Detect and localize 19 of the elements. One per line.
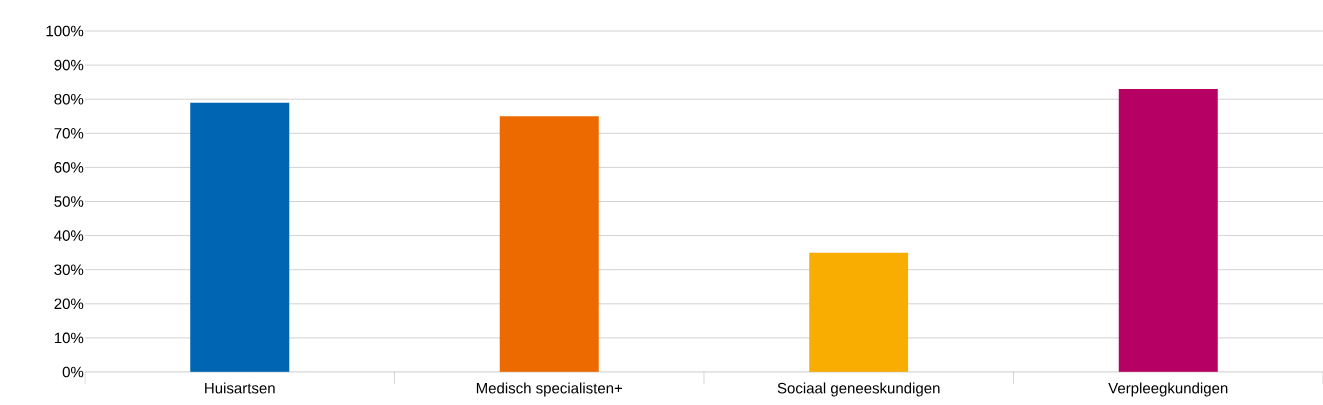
y-tick-label: 100% (46, 25, 84, 37)
x-tick-label: Huisartsen (205, 382, 275, 394)
bar (190, 102, 290, 372)
y-tick-label: 80% (54, 93, 84, 105)
bar (1118, 88, 1218, 372)
y-tick-label: 70% (54, 127, 84, 139)
bar (809, 252, 909, 372)
y-tick-label: 60% (54, 162, 84, 173)
y-tick-label: 90% (54, 59, 84, 71)
x-tick-label: Verpleegkundigen (1108, 382, 1228, 397)
y-tick-label: 10% (54, 332, 84, 344)
x-tick-label: Medisch specialisten+ (476, 382, 623, 397)
y-tick-label: 30% (54, 264, 84, 275)
y-tick-label: 40% (54, 230, 84, 241)
x-tick-label: Sociaal geneeskundigen (777, 382, 940, 397)
bar (499, 116, 599, 372)
y-tick-label: 20% (54, 298, 84, 310)
y-tick-label: 0% (62, 366, 84, 378)
y-tick-label: 50% (54, 196, 84, 207)
